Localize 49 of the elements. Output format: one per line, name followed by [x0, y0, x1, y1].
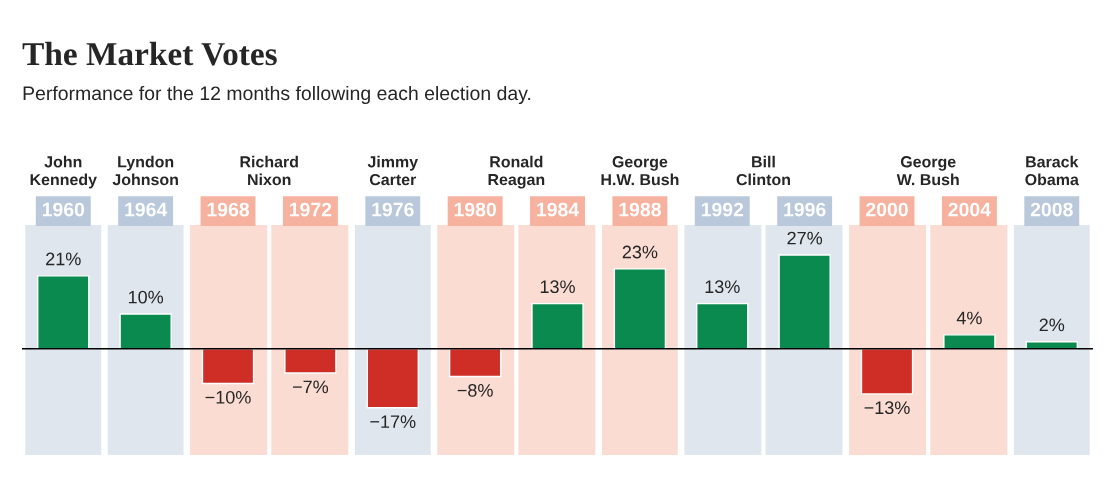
bar: [366, 348, 420, 409]
text: Richard Nixon: [240, 155, 298, 186]
bar: [943, 334, 996, 350]
x-tick-label: 1976: [372, 202, 414, 217]
bar: [201, 348, 255, 385]
data-label: −17%: [370, 415, 416, 428]
text: Bill Clinton: [736, 155, 790, 186]
data-label: 27%: [787, 231, 823, 245]
x-tick-label: 1992: [701, 202, 744, 217]
bar: [613, 268, 667, 350]
x-tick-label: 1988: [619, 202, 661, 217]
data-label: −10%: [205, 390, 251, 404]
text: Barack Obama: [1025, 155, 1079, 186]
chart-title: The Market Votes: [22, 41, 277, 66]
bar: [531, 302, 584, 350]
bar: [778, 254, 831, 350]
x-tick-label: 2000: [866, 202, 908, 217]
bar: [696, 302, 749, 350]
text: Jimmy Carter: [367, 155, 418, 186]
bar: [448, 348, 502, 378]
chart-subtitle: Performance for the 12 months following each election day.: [23, 85, 531, 105]
x-tick-label: 1964: [125, 202, 168, 217]
x-tick-label: 1960: [42, 202, 85, 217]
x-tick-label: 1984: [537, 202, 580, 217]
x-tick-label: 1996: [784, 202, 826, 217]
x-tick-label: 1972: [289, 202, 332, 217]
bar: [119, 313, 172, 350]
text: George W. Bush: [896, 156, 959, 186]
bar: [37, 275, 90, 350]
x-tick-label: 2004: [948, 202, 991, 217]
data-label: 10%: [128, 290, 164, 304]
text: Lyndon Johnson: [112, 155, 178, 186]
data-label: −7%: [292, 380, 329, 394]
text: Ronald Reagan: [488, 155, 545, 189]
data-label: 4%: [956, 311, 982, 325]
x-tick-label: 1980: [454, 202, 496, 217]
data-label: 2%: [1039, 318, 1065, 332]
text: John Kennedy: [30, 155, 97, 189]
data-label: 23%: [622, 245, 658, 259]
bar: [284, 348, 337, 374]
text: George H.W. Bush: [601, 156, 679, 186]
x-tick-label: 1968: [207, 202, 250, 217]
x-tick-label: 2008: [1030, 202, 1073, 217]
data-label: 13%: [705, 280, 740, 294]
data-label: 13%: [540, 280, 575, 294]
data-label: −13%: [864, 401, 910, 415]
data-label: −8%: [457, 383, 493, 397]
bar: [860, 348, 914, 395]
data-label: 21%: [46, 252, 81, 266]
